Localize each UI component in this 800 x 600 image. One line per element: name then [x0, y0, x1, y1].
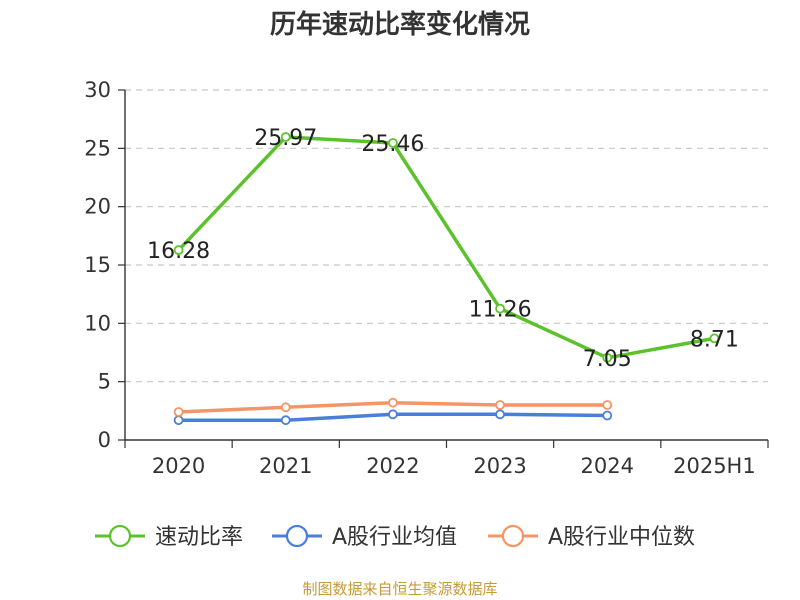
legend[interactable]: 速动比率 A股行业均值 A股行业中位数 [95, 524, 695, 550]
series-0-point-1 [280, 132, 291, 142]
series-0-point-2 [388, 138, 398, 148]
legend-marker-1 [285, 524, 309, 548]
x-tick-label-2021: 2021 [259, 454, 312, 478]
series-2-point-0 [173, 407, 184, 417]
series-0-point-3 [495, 303, 505, 314]
series-1-point-2 [388, 409, 398, 420]
series-2-point-3 [495, 400, 505, 410]
y-tick-label-20: 20 [84, 195, 111, 219]
legend-label-1: A股行业均值 [332, 525, 457, 550]
x-tick-label-2020: 2020 [152, 454, 205, 478]
legend-item-2[interactable]: A股行业中位数 [488, 524, 695, 550]
series-1-point-4 [602, 410, 613, 421]
y-tick-label-0: 0 [98, 428, 111, 452]
legend-label-0: 速动比率 [155, 525, 243, 550]
x-tick-label-2022: 2022 [366, 454, 419, 478]
x-tick-label-2025H1: 2025H1 [673, 454, 756, 478]
data-label-2020: 16.28 [147, 239, 210, 264]
x-tick-label-2024: 2024 [581, 454, 634, 478]
series-0-point-4 [602, 352, 613, 363]
grid-lines [125, 89, 768, 383]
series-2-point-2 [388, 397, 398, 408]
series-2-point-4 [602, 400, 613, 410]
series-0-point-0 [173, 245, 184, 255]
y-tick-label-10: 10 [84, 311, 111, 335]
data-labels: 16.28 25.97 25.46 11.26 7.05 8.71 [147, 126, 739, 372]
y-tick-label-5: 5 [98, 370, 111, 394]
legend-item-0[interactable]: 速动比率 [95, 524, 243, 550]
legend-label-2: A股行业中位数 [548, 525, 695, 550]
legend-marker-2 [501, 524, 525, 548]
chart-title: 历年速动比率变化情况 [270, 9, 530, 40]
y-tick-label-25: 25 [84, 136, 111, 160]
series-1-point-1 [280, 415, 291, 426]
legend-item-1[interactable]: A股行业均值 [272, 524, 457, 550]
data-label-2024: 7.05 [583, 347, 632, 372]
x-tick-label-2023: 2023 [473, 454, 526, 478]
series-2-point-1 [280, 402, 291, 413]
series-1-point-0 [173, 415, 184, 426]
series-1-point-3 [495, 409, 505, 420]
source-note: 制图数据来自恒生聚源数据库 [302, 580, 497, 598]
data-label-2022: 25.46 [361, 132, 424, 157]
series-line-0 [177, 135, 715, 360]
data-label-2021: 25.97 [254, 126, 317, 151]
legend-marker-0 [108, 524, 132, 548]
y-tick-label-15: 15 [84, 253, 111, 277]
data-label-2023: 11.26 [469, 298, 532, 323]
series-0-point-5 [709, 333, 720, 344]
y-tick-label-30: 30 [84, 78, 111, 102]
series-group [173, 132, 720, 426]
axes: 0 5 10 15 20 25 30 2020 2021 2022 2023 2024 2025H1 [84, 78, 769, 478]
data-label-2025H1: 8.71 [690, 327, 739, 352]
